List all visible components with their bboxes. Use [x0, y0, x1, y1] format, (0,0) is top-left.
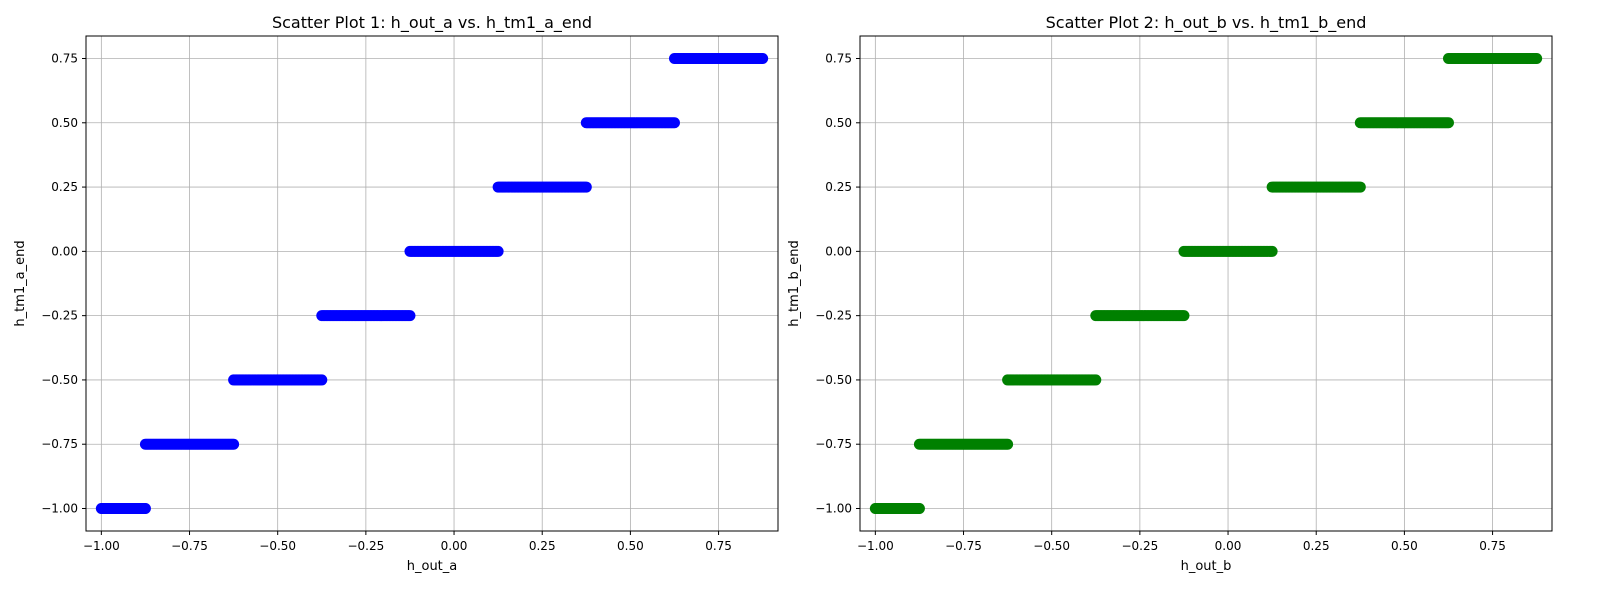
data-point	[580, 181, 592, 193]
scatter-segment	[1178, 245, 1278, 257]
y-axis-label: h_tm1_a_end	[13, 240, 28, 326]
x-tick-label: 0.75	[705, 539, 732, 553]
y-axis-label: h_tm1_b_end	[787, 240, 802, 327]
data-point	[316, 374, 328, 386]
data-point	[228, 438, 240, 450]
chart-title: Scatter Plot 1: h_out_a vs. h_tm1_a_end	[272, 13, 592, 33]
x-tick-label: 0.25	[1303, 539, 1330, 553]
y-tick-label: −0.75	[815, 437, 852, 451]
data-point	[1178, 310, 1190, 322]
scatter-segment	[580, 117, 680, 129]
data-point	[1002, 438, 1014, 450]
scatter-segment	[1266, 181, 1366, 193]
plot-1: −1.00 −0.75 −0.50 −0.25 0.00 0.25 0.50 0.75 −1.0…	[13, 13, 779, 574]
scatter-segment	[95, 503, 151, 514]
y-tick-label: 0.50	[51, 116, 78, 130]
y-tick-label: −0.25	[41, 309, 78, 323]
x-tick-label: −0.50	[1033, 539, 1070, 553]
scatter-segment	[139, 438, 240, 450]
scatter-segment	[1002, 374, 1102, 386]
x-axis-label: h_out_a	[407, 559, 458, 574]
data-point	[1090, 374, 1102, 386]
data-point	[1442, 117, 1454, 129]
data-point	[1531, 53, 1543, 64]
axes-frame	[85, 35, 779, 532]
scatter-segment	[1090, 310, 1190, 322]
x-tick-label: −0.75	[171, 539, 208, 553]
y-tick-label: −1.00	[41, 502, 78, 516]
scatter-segment	[492, 181, 592, 193]
x-tick-label: 0.00	[441, 539, 468, 553]
x-axis-label: h_out_b	[1181, 559, 1232, 574]
y-tick-label: 0.00	[51, 244, 78, 258]
y-tick-label: −0.50	[41, 373, 78, 387]
scatter-segment	[1442, 53, 1543, 64]
x-tick-label: −1.00	[83, 539, 120, 553]
x-tick-label: 0.25	[529, 539, 556, 553]
data-point	[668, 117, 680, 129]
y-tick-label: −0.50	[815, 373, 852, 387]
y-tick-label: 0.50	[825, 116, 852, 130]
x-tick-label: −0.25	[347, 539, 384, 553]
y-tick-label: 0.00	[825, 244, 852, 258]
plot-2: −1.00 −0.75 −0.50 −0.25 0.00 0.25 0.50 0.75 −1.0…	[787, 13, 1553, 574]
scatter-segment	[913, 438, 1014, 450]
scatter-segment	[668, 53, 769, 64]
x-tick-label: 0.50	[1391, 539, 1418, 553]
x-tick-label: −1.00	[857, 539, 894, 553]
x-tick-label: −0.75	[945, 539, 982, 553]
scatter-segment	[869, 503, 925, 514]
data-point	[1266, 245, 1278, 257]
y-tick-label: 0.25	[51, 180, 78, 194]
scatter-segment	[1354, 117, 1454, 129]
y-tick-label: −0.25	[815, 309, 852, 323]
x-tick-label: −0.25	[1121, 539, 1158, 553]
y-tick-label: 0.75	[825, 52, 852, 66]
y-tick-label: 0.75	[51, 52, 78, 66]
data-point	[1354, 181, 1366, 193]
scatter-segment	[316, 310, 416, 322]
y-tick-label: 0.25	[825, 180, 852, 194]
y-tick-label: −0.75	[41, 437, 78, 451]
data-point	[139, 503, 151, 514]
scatter-segment	[228, 374, 328, 386]
data-point	[757, 53, 769, 64]
x-tick-label: −0.50	[259, 539, 296, 553]
chart-title: Scatter Plot 2: h_out_b vs. h_tm1_b_end	[1046, 13, 1367, 33]
scatter-segment	[404, 245, 504, 257]
data-point	[492, 245, 504, 257]
x-tick-label: 0.50	[617, 539, 644, 553]
axes-frame	[859, 35, 1553, 532]
x-tick-label: 0.75	[1479, 539, 1506, 553]
y-tick-label: −1.00	[815, 502, 852, 516]
x-tick-label: 0.00	[1215, 539, 1242, 553]
data-point	[913, 503, 925, 514]
data-point	[404, 310, 416, 322]
